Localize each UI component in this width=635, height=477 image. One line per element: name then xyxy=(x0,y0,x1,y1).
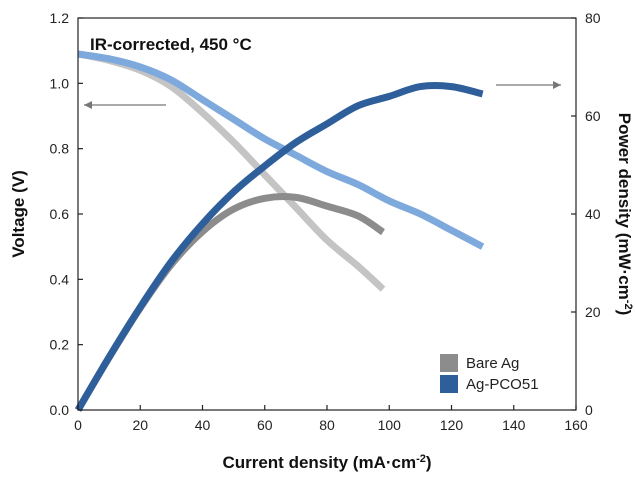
y-left-tick-label: 1.2 xyxy=(50,10,70,26)
left-axis-arrow-head xyxy=(84,101,92,109)
x-axis-title-main: Current density (mA·cm xyxy=(222,453,416,472)
y-left-tick-label: 1.0 xyxy=(50,75,70,91)
y-right-axis-title-main: Power density (mW·cm xyxy=(615,113,634,300)
labels-layer: IR-corrected, 450 °C Current density (mA… xyxy=(9,35,634,472)
y-right-tick-label: 40 xyxy=(585,206,601,222)
right-axis-arrow-head xyxy=(553,81,561,89)
series-line-bare-ag-voltage xyxy=(77,50,386,292)
x-axis-title-end: ) xyxy=(426,453,432,472)
legend-label: Ag-PCO51 xyxy=(466,376,539,393)
y-left-tick-label: 0.2 xyxy=(50,337,70,353)
x-axis-title-sup: -2 xyxy=(416,453,426,465)
series-layer xyxy=(74,50,485,412)
y-left-tick-label: 0.8 xyxy=(50,141,70,157)
y-right-axis-title: Power density (mW·cm-2) xyxy=(615,113,634,316)
legend-swatch xyxy=(440,354,458,372)
x-tick-label: 140 xyxy=(502,417,526,433)
y-right-tick-label: 20 xyxy=(585,304,601,320)
ticks-layer: 0 20 40 60 80 100 120 140 160 0.0 0.2 0.4 0.6 0.8 1.0 1… xyxy=(50,10,601,433)
y-right-axis-title-sup: -2 xyxy=(622,300,634,310)
x-axis-title: Current density (mA·cm-2) xyxy=(222,453,431,472)
arrows-layer xyxy=(84,81,561,109)
y-right-axis-title-end: ) xyxy=(615,310,634,316)
x-tick-label: 0 xyxy=(74,417,82,433)
x-tick-label: 60 xyxy=(257,417,273,433)
legend-label: Bare Ag xyxy=(466,355,519,372)
x-tick-label: 80 xyxy=(319,417,335,433)
y-right-tick-label: 80 xyxy=(585,10,601,26)
x-tick-label: 20 xyxy=(132,417,148,433)
y-left-tick-label: 0.6 xyxy=(50,206,70,222)
y-left-axis-title: Voltage (V) xyxy=(9,170,28,258)
x-tick-label: 100 xyxy=(378,417,402,433)
series-line-ag-pco51-voltage xyxy=(77,50,485,250)
series-line-ag-pco51-power-density xyxy=(74,82,484,412)
series-line-bare-ag-power-density xyxy=(74,193,385,412)
y-left-tick-label: 0.0 xyxy=(50,402,70,418)
x-tick-label: 160 xyxy=(564,417,588,433)
x-tick-label: 40 xyxy=(195,417,211,433)
y-right-tick-label: 60 xyxy=(585,108,601,124)
y-left-tick-label: 0.4 xyxy=(50,271,70,287)
y-right-tick-label: 0 xyxy=(585,402,593,418)
x-tick-label: 120 xyxy=(440,417,464,433)
legend: Bare Ag Ag-PCO51 xyxy=(440,354,539,393)
legend-swatch xyxy=(440,375,458,393)
annotation-label: IR-corrected, 450 °C xyxy=(90,35,252,54)
